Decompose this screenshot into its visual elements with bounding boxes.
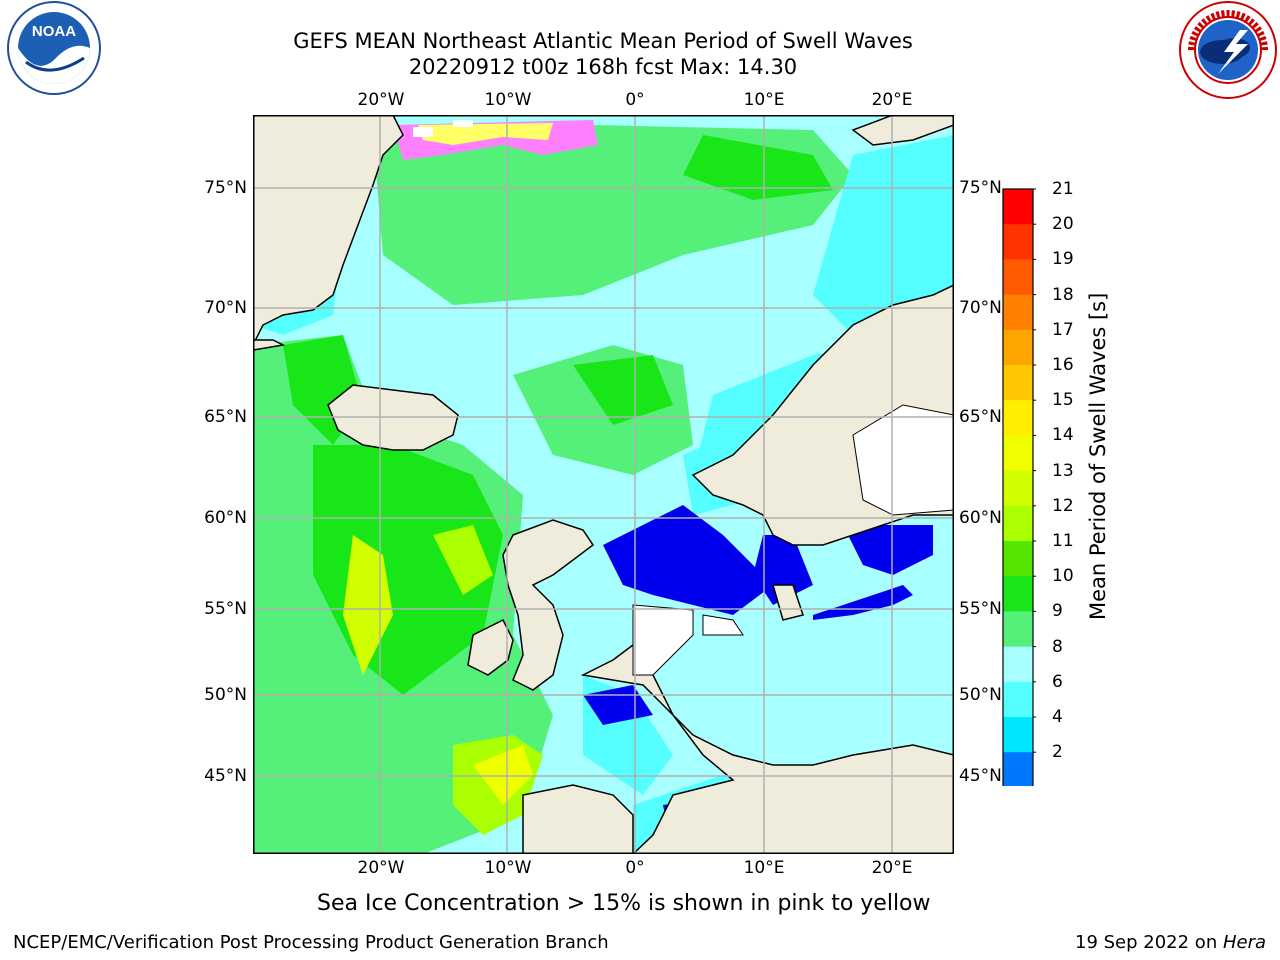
- colorbar-segment: [1003, 505, 1033, 542]
- graticule: [253, 115, 954, 854]
- colorbar-segment: [1003, 470, 1033, 507]
- colorbar-segment: [1003, 435, 1033, 472]
- lat-label-right: 70°N: [959, 298, 1002, 318]
- footer-date: 19 Sep 2022 on Hera: [1075, 932, 1266, 954]
- chart-subtitle: 20220912 t00z 168h fcst Max: 14.30: [408, 55, 798, 79]
- colorbar: [1002, 188, 1036, 786]
- colorbar-tick-label: 4: [1052, 707, 1063, 727]
- lat-label-left: 45°N: [204, 766, 247, 786]
- colorbar-segment: [1003, 400, 1033, 436]
- colorbar-segment: [1003, 224, 1033, 260]
- lon-label-bottom: 20°W: [357, 858, 405, 878]
- colorbar-segment: [1003, 681, 1033, 718]
- colorbar-segment: [1003, 646, 1033, 683]
- footer-credit: NCEP/EMC/Verification Post Processing Pr…: [13, 932, 609, 953]
- colorbar-segment: [1003, 541, 1033, 577]
- colorbar-tick-label: 19: [1052, 249, 1074, 270]
- colorbar-tick-label: 15: [1052, 390, 1074, 411]
- lat-label-left: 65°N: [204, 407, 247, 427]
- footer-date-text: 19 Sep 2022 on: [1075, 932, 1223, 953]
- lon-label-top: 20°W: [357, 90, 405, 110]
- lat-label-left: 70°N: [204, 298, 247, 318]
- lat-label-right: 65°N: [959, 407, 1002, 427]
- swell-period-map: [253, 115, 954, 854]
- lat-label-right: 50°N: [959, 685, 1002, 705]
- colorbar-segment: [1003, 189, 1033, 225]
- colorbar-segment: [1003, 365, 1033, 401]
- lon-label-bottom: 10°W: [484, 858, 532, 878]
- lon-label-bottom: 0°: [625, 858, 645, 878]
- chart-title: GEFS MEAN Northeast Atlantic Mean Period…: [293, 29, 913, 53]
- colorbar-segment: [1003, 717, 1033, 753]
- sea-ice: [308, 120, 598, 295]
- nws-logo: [1179, 1, 1277, 99]
- colorbar-segment: [1003, 752, 1033, 786]
- colorbar-tick-label: 10: [1052, 566, 1074, 587]
- lon-label-top: 10°E: [743, 90, 785, 110]
- colorbar-tick-label: 2: [1052, 742, 1063, 763]
- colorbar-segment: [1003, 576, 1033, 612]
- lat-label-right: 60°N: [959, 508, 1002, 528]
- colorbar-tick-label: 18: [1052, 284, 1074, 305]
- lat-label-right: 55°N: [959, 599, 1002, 619]
- colorbar-tick-label: 12: [1052, 495, 1074, 516]
- colorbar-tick-label: 8: [1052, 636, 1063, 657]
- colorbar-tick-label: 20: [1052, 214, 1074, 235]
- colorbar-tick-label: 21: [1052, 179, 1074, 199]
- colorbar-segment: [1003, 611, 1033, 648]
- footer-host: Hera: [1222, 932, 1266, 953]
- lon-label-bottom: 10°E: [743, 858, 785, 878]
- lat-label-left: 50°N: [204, 685, 247, 705]
- colorbar-segment: [1003, 294, 1033, 331]
- white-areas: [632, 404, 954, 676]
- lon-label-top: 0°: [625, 90, 645, 110]
- lon-label-top: 20°E: [871, 90, 913, 110]
- colorbar-tick-label: 6: [1052, 671, 1063, 692]
- colorbar-tick-label: 13: [1052, 460, 1074, 481]
- map-frame: [253, 115, 954, 854]
- lat-label-right: 45°N: [959, 766, 1002, 786]
- colorbar-tick-label: 17: [1052, 319, 1074, 340]
- lat-label-left: 75°N: [204, 178, 247, 198]
- colorbar-tick-label: 14: [1052, 425, 1074, 446]
- colorbar-tick-label: 16: [1052, 355, 1074, 375]
- colorbar-frame: [1002, 188, 1034, 786]
- colorbar-label: Mean Period of Swell Waves [s]: [1086, 292, 1110, 620]
- lat-label-left: 60°N: [204, 508, 247, 528]
- noaa-logo-text: NOAA: [32, 23, 76, 40]
- colorbar-tick-label: 9: [1052, 601, 1063, 622]
- lon-label-bottom: 20°E: [871, 858, 913, 878]
- colorbar-segment: [1003, 259, 1033, 296]
- lon-label-top: 10°W: [484, 90, 532, 110]
- noaa-logo: NOAA: [7, 1, 101, 95]
- sea-ice-caption: Sea Ice Concentration > 15% is shown in …: [317, 891, 931, 916]
- swell-field: [253, 125, 954, 854]
- colorbar-segment: [1003, 329, 1033, 366]
- lat-label-left: 55°N: [204, 599, 247, 619]
- lat-label-right: 75°N: [959, 178, 1002, 198]
- colorbar-tick-label: 11: [1052, 531, 1074, 551]
